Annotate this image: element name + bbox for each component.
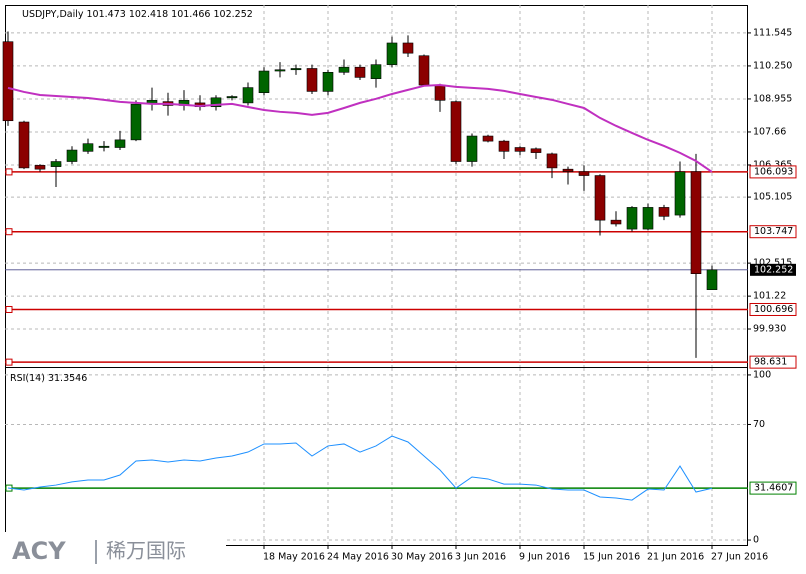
x-tick-label: 18 May 2016 [263,552,325,563]
candle-body [418,55,430,86]
candle-body [610,219,622,225]
candle-body [690,171,702,274]
candle-body [210,97,222,108]
candle-body [34,165,46,170]
y-tick-label: 101.22 [753,291,786,302]
current-price-label: 102.252 [754,264,793,275]
watermark-box [0,532,226,574]
y-tick-label: 110.250 [753,60,792,71]
candle-body [434,84,446,101]
level-label: 106.093 [754,166,793,177]
level-label: 103.747 [754,226,793,237]
candle-body [306,68,318,92]
candle-body [594,175,606,221]
candle-body [290,68,302,71]
rsi-header: RSI(14) 31.3546 [10,373,87,384]
candle-body [514,147,526,152]
y-tick-label: 70 [753,419,765,430]
plot-layer [2,5,751,549]
candle-body [466,135,478,162]
y-tick-label: 107.66 [753,126,786,137]
candle-body [242,87,254,104]
x-tick-label: 9 Jun 2016 [519,552,570,563]
candle-body [130,103,142,141]
candle-body [18,121,30,169]
candle-body [530,148,542,153]
y-tick-label: 111.545 [753,27,792,38]
x-tick-label: 30 May 2016 [391,552,453,563]
candle-body [386,42,398,65]
level-label: 98.631 [754,357,787,368]
candle-body [674,171,686,216]
candle-body [642,207,654,230]
candle-body [2,41,14,122]
candle-body [114,139,126,148]
y-tick-label: 102.515 [753,258,792,269]
candle-body [578,171,590,176]
header-high: 102.418 [129,9,168,20]
level-label: 100.696 [754,304,793,315]
candle-body [450,101,462,162]
watermark-brand: ACY [12,537,66,565]
y-tick-label: 100 [753,369,771,380]
header-open: 101.473 [87,9,126,20]
level-label: 31.4607 [754,483,793,494]
level-label-box [749,355,797,369]
x-tick-label: 15 Jun 2016 [583,552,640,563]
y-tick-label: 0 [753,535,759,546]
level-label-box [749,481,797,495]
candle-body [370,64,382,79]
chart-header: USDJPY,Daily 101.473 102.418 101.466 102… [22,9,253,20]
y-tick-label: 105.105 [753,192,792,203]
candle-body [546,153,558,169]
candle-body [338,66,350,73]
candle-body [402,42,414,54]
candle-body [658,207,670,217]
y-tick-label: 106.365 [753,159,792,170]
watermark-name: 稀万国际 [106,539,186,563]
plot-frame [5,5,748,546]
y-tick-label: 108.955 [753,93,792,104]
candle-body [482,135,494,142]
x-tick-label: 24 May 2016 [327,552,389,563]
x-tick-label: 27 Jun 2016 [711,552,768,563]
level-marker [5,168,13,176]
candle-body [258,70,270,93]
level-marker [5,358,13,366]
candle-body [354,66,366,78]
candle-body [50,161,62,167]
y-tick-label: 99.930 [753,324,786,335]
level-label-box [749,302,797,316]
level-label-box [749,225,797,239]
candle-body [274,69,286,72]
symbol: USDJPY,Daily [22,9,84,20]
candle-body [706,269,718,290]
candle-body [498,140,510,152]
x-tick-label: 21 Jun 2016 [647,552,704,563]
candle-body [98,145,110,148]
candle-body [322,72,334,92]
current-price-box [750,263,796,276]
rsi-title: RSI(14) [10,373,45,384]
candle-body [626,207,638,230]
rsi-line [7,435,713,501]
level-label-box [749,165,797,179]
level-marker [5,228,13,236]
moving-average [7,84,713,173]
candle-body [562,168,574,173]
x-tick-label: 3 Jun 2016 [455,552,506,563]
candle-body [66,149,78,162]
level-marker [5,305,13,313]
candle-body [226,96,238,99]
header-low: 101.466 [171,9,210,20]
header-close: 102.252 [214,9,253,20]
candle-body [82,143,94,152]
rsi-value: 31.3546 [48,373,87,384]
